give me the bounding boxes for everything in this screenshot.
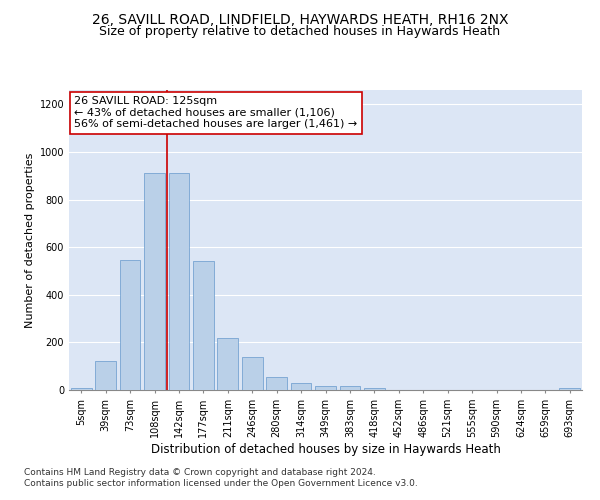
Bar xyxy=(217,338,238,390)
Bar xyxy=(290,383,311,390)
Bar xyxy=(559,388,580,390)
Bar xyxy=(169,174,190,390)
Bar xyxy=(144,174,165,390)
Text: 26 SAVILL ROAD: 125sqm
← 43% of detached houses are smaller (1,106)
56% of semi-: 26 SAVILL ROAD: 125sqm ← 43% of detached… xyxy=(74,96,358,129)
Y-axis label: Number of detached properties: Number of detached properties xyxy=(25,152,35,328)
Text: Contains HM Land Registry data © Crown copyright and database right 2024.
Contai: Contains HM Land Registry data © Crown c… xyxy=(24,468,418,487)
Bar xyxy=(266,378,287,390)
Bar xyxy=(119,260,140,390)
Bar xyxy=(315,386,336,390)
Bar xyxy=(193,262,214,390)
X-axis label: Distribution of detached houses by size in Haywards Heath: Distribution of detached houses by size … xyxy=(151,442,500,456)
Bar xyxy=(340,386,361,390)
Bar xyxy=(242,356,263,390)
Bar xyxy=(364,388,385,390)
Bar xyxy=(95,362,116,390)
Text: 26, SAVILL ROAD, LINDFIELD, HAYWARDS HEATH, RH16 2NX: 26, SAVILL ROAD, LINDFIELD, HAYWARDS HEA… xyxy=(92,12,508,26)
Text: Size of property relative to detached houses in Haywards Heath: Size of property relative to detached ho… xyxy=(100,25,500,38)
Bar xyxy=(71,388,92,390)
